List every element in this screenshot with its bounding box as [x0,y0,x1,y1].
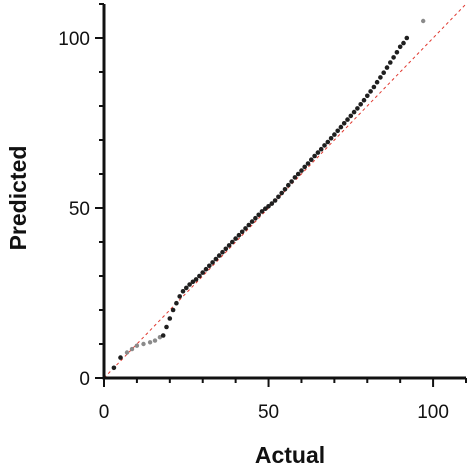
data-point [184,285,189,291]
x-tick-label: 100 [417,402,449,423]
data-point [388,60,393,65]
data-point [421,18,426,24]
data-point [180,289,186,294]
data-point [243,226,248,231]
data-point [384,65,390,70]
x-tick-label: 0 [99,402,110,423]
data-point [203,266,209,272]
data-point [335,128,341,134]
data-point [365,93,370,99]
data-point [230,239,235,245]
data-point [256,212,262,218]
data-point [318,146,324,152]
data-point [190,279,196,285]
data-point [177,294,182,299]
data-point [216,253,222,258]
data-point [187,282,192,287]
data-point [167,316,173,321]
x-tick-label: 50 [258,402,279,423]
data-point [160,333,166,338]
data-point [266,204,271,209]
data-point [207,263,212,269]
data-point [134,343,140,348]
x-axis-title: Actual [255,442,325,468]
data-point [355,106,360,111]
y-axis-title: Predicted [5,146,31,251]
data-point [368,89,373,94]
data-point [378,75,383,80]
data-point [118,355,123,360]
data-point [147,340,153,345]
data-point [299,168,304,173]
data-point [358,102,364,107]
data-point [401,40,406,46]
y-tick-labels: 0 50 100 [58,29,90,390]
data-point [302,164,308,170]
data-point [404,35,410,41]
data-point [170,307,176,313]
data-point [322,143,327,148]
data-point [312,153,317,159]
data-point [325,139,331,145]
data-point [338,124,344,130]
data-point [263,206,268,211]
data-point [249,219,255,224]
data-point [152,338,158,343]
data-point [397,44,403,50]
axes [95,3,467,387]
data-point [305,161,311,166]
data-point [239,229,245,235]
data-point [129,346,135,352]
data-point [200,270,205,275]
data-point [341,121,347,126]
data-point [286,182,291,188]
data-point [381,70,387,75]
data-point [253,215,258,221]
data-point [348,113,354,119]
data-point [276,194,281,200]
data-point [309,157,314,162]
x-tick-labels: 0 50 100 [99,402,449,423]
data-point [233,236,238,241]
data-point [197,273,202,279]
data-point [328,136,334,141]
data-point [374,79,380,85]
data-point [210,260,215,265]
data-point [345,117,350,122]
data-point [351,109,357,115]
data-point [246,222,252,228]
data-point [394,50,400,55]
data-point [111,365,117,371]
data-point [282,187,288,192]
data-point [220,249,225,255]
data-point [236,232,242,238]
data-point [269,201,275,206]
y-tick-label: 100 [58,29,90,50]
data-point [391,55,396,60]
y-tick-label: 0 [79,369,90,390]
data-points-layer [111,18,426,371]
data-point [259,209,265,214]
data-point [315,150,321,155]
data-point [164,324,169,330]
data-point [213,256,219,262]
data-point [295,171,301,177]
data-point [361,97,367,103]
data-point [193,277,199,282]
data-point [371,84,377,90]
data-point [124,350,130,355]
data-point [289,179,294,184]
data-point [332,132,337,137]
data-point [226,243,232,248]
data-point [279,190,285,196]
y-tick-label: 50 [69,199,90,220]
data-point [292,175,298,180]
data-point [174,300,179,306]
data-point [272,198,278,203]
data-point [223,246,229,252]
data-point [141,341,146,347]
